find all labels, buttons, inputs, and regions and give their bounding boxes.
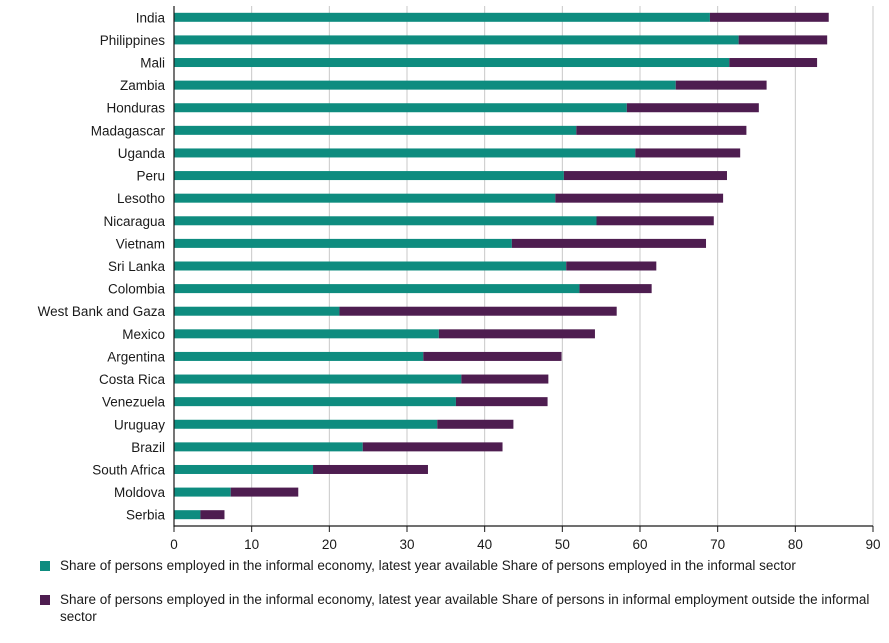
legend-swatch-outside xyxy=(40,595,50,605)
category-label: India xyxy=(136,10,166,25)
bar-philippines-series-1 xyxy=(174,35,739,45)
x-tick-label-80: 80 xyxy=(788,537,803,552)
category-label: Zambia xyxy=(120,78,166,93)
bar-south-africa-series-1 xyxy=(174,464,314,474)
axes xyxy=(173,6,874,532)
x-tick-label-50: 50 xyxy=(555,537,570,552)
bar-madagascar-series-2 xyxy=(576,125,747,135)
x-tick-label-40: 40 xyxy=(477,537,492,552)
bar-mali-series-1 xyxy=(174,58,730,68)
bar-brazil-series-1 xyxy=(174,442,363,452)
bar-venezuela-series-1 xyxy=(174,397,456,407)
category-label: Serbia xyxy=(126,508,166,523)
category-labels: India Philippines Mali Zambia Honduras Madaga… xyxy=(38,10,166,522)
legend-item-sector: Share of persons employed in the informa… xyxy=(40,557,870,574)
bar-india-series-2 xyxy=(709,12,829,22)
x-tick-label-70: 70 xyxy=(710,537,725,552)
category-label: Madagascar xyxy=(91,123,166,138)
bar-moldova-series-2 xyxy=(230,487,299,497)
x-tick-label-20: 20 xyxy=(322,537,337,552)
bar-argentina-series-1 xyxy=(174,351,424,361)
category-label: Costa Rica xyxy=(99,372,166,387)
bar-west-bank-and-gaza-series-2 xyxy=(339,306,617,316)
category-label: Mexico xyxy=(122,327,165,342)
bar-madagascar-series-1 xyxy=(174,125,577,135)
category-label: West Bank and Gaza xyxy=(38,304,166,319)
category-label: Argentina xyxy=(107,349,165,364)
x-tick-label-0: 0 xyxy=(170,537,178,552)
category-label: Uruguay xyxy=(114,417,165,432)
bar-mali-series-2 xyxy=(729,58,818,68)
category-label: Philippines xyxy=(100,33,166,48)
bar-mexico-series-1 xyxy=(174,329,439,339)
category-label: Mali xyxy=(140,56,165,71)
legend-label-outside: Share of persons employed in the informa… xyxy=(60,592,870,624)
bar-nicaragua-series-2 xyxy=(596,216,714,226)
category-label: Colombia xyxy=(108,282,166,297)
bars xyxy=(174,12,829,520)
legend-swatch-sector xyxy=(40,561,50,571)
category-label: Lesotho xyxy=(117,191,165,206)
legend-label-sector: Share of persons employed in the informa… xyxy=(60,558,796,573)
x-tick-label-60: 60 xyxy=(632,537,647,552)
bar-sri-lanka-series-1 xyxy=(174,261,567,271)
bar-zambia-series-2 xyxy=(675,80,767,90)
legend: Share of persons employed in the informa… xyxy=(40,557,870,625)
category-label: Nicaragua xyxy=(103,214,165,229)
bar-vietnam-series-1 xyxy=(174,238,512,248)
category-label: Moldova xyxy=(114,485,166,500)
bar-costa-rica-series-2 xyxy=(461,374,549,384)
bar-uruguay-series-2 xyxy=(437,419,514,429)
bar-uganda-series-1 xyxy=(174,148,636,158)
bar-peru-series-2 xyxy=(563,171,727,181)
x-tick-label-90: 90 xyxy=(865,537,880,552)
bar-uganda-series-2 xyxy=(635,148,741,158)
category-label: Brazil xyxy=(131,440,165,455)
x-tick-labels: 0 10 20 30 40 50 60 70 80 90 xyxy=(170,537,880,552)
bar-vietnam-series-2 xyxy=(511,238,707,248)
bar-colombia-series-2 xyxy=(579,284,652,294)
category-label: Sri Lanka xyxy=(108,259,166,274)
bar-honduras-series-2 xyxy=(626,103,759,113)
category-label: South Africa xyxy=(92,462,165,477)
legend-item-outside: Share of persons employed in the informa… xyxy=(40,591,870,625)
bar-lesotho-series-1 xyxy=(174,193,556,203)
category-label: Vietnam xyxy=(116,236,165,251)
category-label: Uganda xyxy=(118,146,166,161)
bar-colombia-series-1 xyxy=(174,284,580,294)
bar-venezuela-series-2 xyxy=(455,397,548,407)
bar-zambia-series-1 xyxy=(174,80,676,90)
bar-serbia-series-2 xyxy=(200,510,225,520)
bar-south-africa-series-2 xyxy=(313,464,428,474)
category-label: Peru xyxy=(136,169,165,184)
bar-honduras-series-1 xyxy=(174,103,627,113)
x-tick-label-30: 30 xyxy=(399,537,414,552)
bar-uruguay-series-1 xyxy=(174,419,438,429)
bar-moldova-series-1 xyxy=(174,487,231,497)
bar-lesotho-series-2 xyxy=(555,193,724,203)
bar-nicaragua-series-1 xyxy=(174,216,597,226)
bar-argentina-series-2 xyxy=(423,351,562,361)
category-label: Venezuela xyxy=(102,395,166,410)
category-label: Honduras xyxy=(106,101,165,116)
bar-philippines-series-2 xyxy=(738,35,828,45)
bar-costa-rica-series-1 xyxy=(174,374,462,384)
bar-serbia-series-1 xyxy=(174,510,201,520)
x-tick-label-10: 10 xyxy=(244,537,259,552)
stacked-bar-chart: India Philippines Mali Zambia Honduras Madaga… xyxy=(38,6,881,552)
bar-brazil-series-2 xyxy=(362,442,503,452)
bar-india-series-1 xyxy=(174,12,710,22)
bar-west-bank-and-gaza-series-1 xyxy=(174,306,340,316)
bar-peru-series-1 xyxy=(174,171,564,181)
bar-sri-lanka-series-2 xyxy=(566,261,657,271)
bar-mexico-series-2 xyxy=(438,329,595,339)
